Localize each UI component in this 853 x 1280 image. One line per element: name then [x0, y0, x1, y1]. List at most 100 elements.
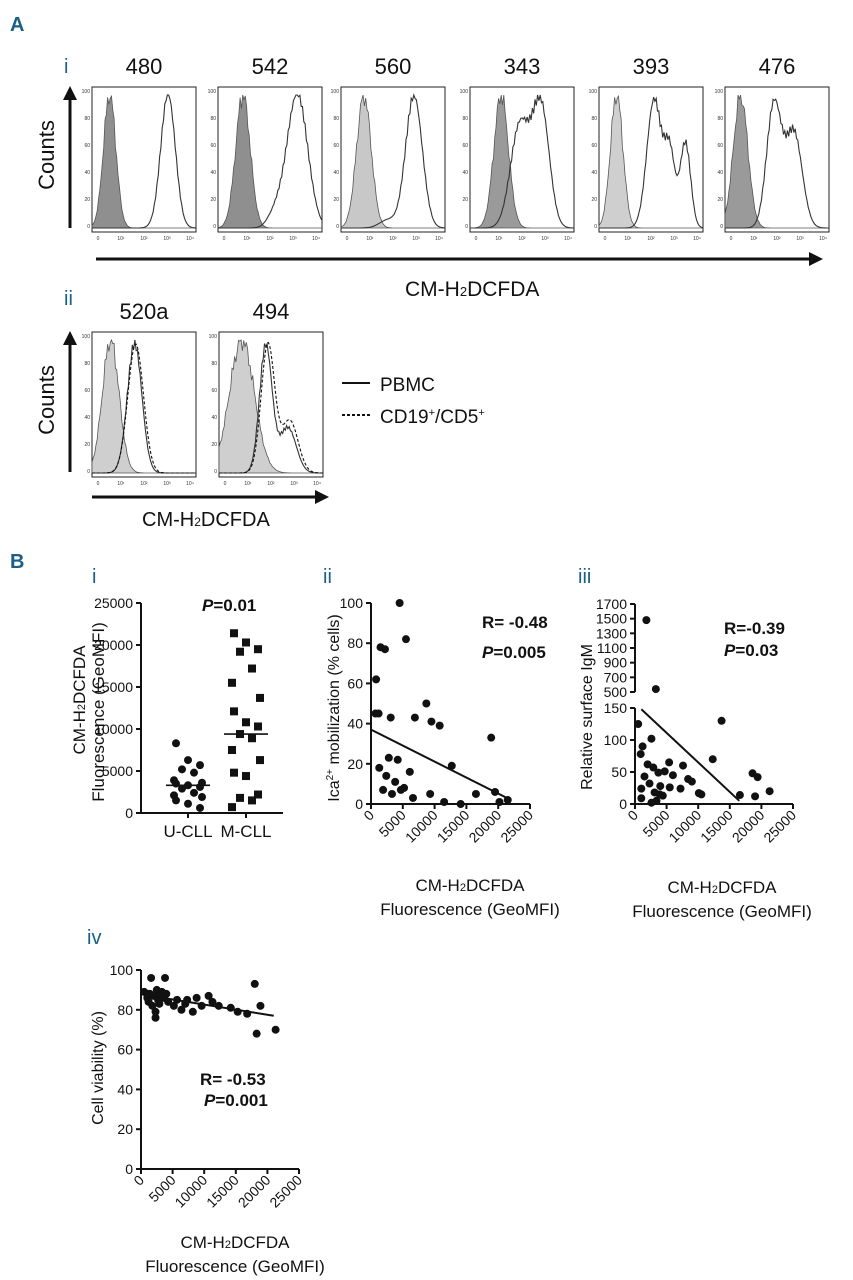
y-tick-label: 20	[84, 197, 90, 203]
legend-label-cd19-cd5: CD19+/CD5+	[380, 407, 485, 428]
data-point	[408, 793, 417, 802]
y-tick-label: 20	[117, 1121, 133, 1137]
data-point	[660, 767, 669, 776]
data-point	[665, 783, 674, 792]
data-point	[708, 755, 717, 764]
x-tick-label: 10²	[773, 236, 781, 242]
category-label: U-CLL	[163, 822, 212, 841]
x-tick-label: 10¹	[495, 236, 503, 242]
x-tick-label: 10²	[266, 236, 274, 242]
data-point	[640, 772, 649, 781]
data-point	[177, 1005, 186, 1014]
data-point	[380, 645, 389, 654]
y-tick-label: 40	[462, 170, 468, 176]
data-point	[204, 991, 213, 1000]
y-tick-label: 100	[208, 89, 217, 95]
a-ii-legend: PBMC CD19+/CD5+	[342, 375, 485, 428]
x-tick-label: 10⁴	[819, 236, 827, 242]
y-tick-label: 20000	[94, 637, 133, 653]
data-point	[447, 761, 456, 770]
y-tick-label: 80	[211, 361, 217, 367]
data-point	[642, 616, 651, 625]
histogram-title: 393	[633, 54, 670, 79]
stained-sample-curve	[218, 94, 323, 229]
data-point	[197, 1001, 206, 1010]
a-ii-histograms: 520a 0 10¹ 10² 10³ 10⁴ 100 80 60 40 20 0 494 0 10¹ 10² 1…	[82, 299, 324, 487]
data-point	[254, 790, 262, 799]
a-ii-y-label: Counts	[34, 365, 59, 435]
y-tick-label: 20	[84, 442, 90, 448]
data-point	[491, 787, 500, 796]
data-point	[198, 793, 206, 802]
y-tick-label: 60	[333, 143, 339, 149]
data-point	[184, 799, 192, 808]
stained-sample-curve	[92, 94, 197, 229]
data-point	[400, 783, 409, 792]
data-point	[410, 713, 419, 722]
data-point	[236, 793, 244, 802]
x-tick-label: 10³	[796, 236, 804, 242]
histogram-3: 343 0 10¹ 10² 10³ 10⁴ 100 80 60 40 20 0	[460, 54, 575, 242]
isotype-control-peak	[470, 94, 574, 229]
data-point	[405, 767, 414, 776]
data-point	[665, 758, 674, 767]
data-point	[248, 734, 256, 743]
data-point	[503, 795, 512, 804]
y-tick-label: 80	[462, 116, 468, 122]
b-ii-x-label-line1: CM-H2DCFDA	[415, 876, 525, 895]
x-tick-label: 10⁴	[693, 236, 701, 242]
b-iii-x-label-line2: Fluorescence (GeoMFI)	[632, 902, 812, 921]
histogram-1: 542 0 10¹ 10² 10³ 10⁴ 100 80 60 40 20 0	[208, 54, 323, 242]
data-point	[236, 730, 244, 739]
a-i-histograms: 480 0 10¹ 10² 10³ 10⁴ 100 80 60 40 20 0 542 0 10¹ 10² 10…	[82, 54, 830, 242]
a-ii-x-arrow	[92, 490, 329, 504]
b-i-y-label-line1: CM-H2DCFDA	[70, 645, 89, 755]
data-point	[687, 777, 696, 786]
data-point	[637, 794, 646, 803]
y-tick-label: 60	[211, 388, 217, 394]
y-tick-label: 60	[462, 143, 468, 149]
y-tick-label: 60	[717, 143, 723, 149]
y-tick-label: 40	[333, 170, 339, 176]
stained-sample-curve	[341, 93, 446, 229]
histogram-title: 542	[252, 54, 289, 79]
histogram-2: 560 0 10¹ 10² 10³ 10⁴ 100 80 60 40 20 0	[331, 54, 446, 242]
y-tick-label: 5000	[102, 763, 133, 779]
data-point	[243, 1009, 252, 1018]
b-iii-x-label-line1: CM-H2DCFDA	[667, 878, 777, 897]
data-point	[647, 798, 656, 807]
x-tick-label: 0	[604, 236, 607, 242]
y-tick-label: 100	[589, 89, 598, 95]
y-tick-label: 0	[125, 1161, 133, 1177]
x-tick-label: 10²	[140, 481, 148, 487]
data-point	[256, 1001, 265, 1010]
y-tick-label: 100	[82, 89, 91, 95]
y-tick-label: 0	[125, 805, 133, 821]
data-point	[668, 771, 677, 780]
y-tick-label: 20	[333, 197, 339, 203]
y-tick-label: 60	[347, 675, 363, 691]
x-tick-label: 0	[475, 236, 478, 242]
data-point	[148, 1001, 157, 1010]
legend-label-pbmc: PBMC	[380, 375, 435, 396]
b-ii-y-label: Ica2+ mobilization (% cells)	[325, 614, 343, 801]
data-point	[236, 647, 244, 656]
b-i-y-label-line2: Fluorescence (GeoMFI)	[89, 622, 108, 802]
data-point	[173, 995, 182, 1004]
data-point	[162, 989, 171, 998]
y-tick-label: 40	[591, 170, 597, 176]
data-point	[471, 789, 480, 798]
b-iv-x-label-line2: Fluorescence (GeoMFI)	[145, 1257, 325, 1276]
y-tick-label: 25000	[94, 595, 133, 611]
data-point	[647, 734, 656, 743]
data-point	[256, 756, 264, 765]
y-tick-label: 0	[213, 224, 216, 230]
cd19-cd5-curve	[219, 341, 323, 474]
y-tick-label: 20	[591, 197, 597, 203]
x-tick-label: 10¹	[244, 481, 252, 487]
data-point	[228, 803, 236, 812]
y-tick-label: 0	[87, 224, 90, 230]
y-tick-label: 0	[336, 224, 339, 230]
data-point	[242, 718, 250, 727]
y-tick-label: 0	[214, 469, 217, 475]
